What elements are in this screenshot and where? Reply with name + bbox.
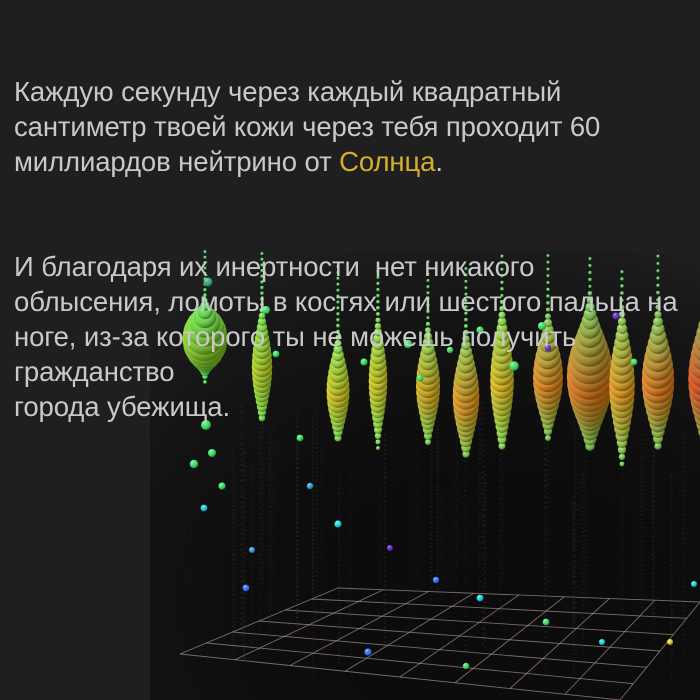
paragraph-1-terminator: . xyxy=(435,146,443,177)
sensor-string xyxy=(415,260,441,446)
sensor-string xyxy=(326,265,350,442)
sensor-string xyxy=(609,270,635,467)
paragraph-1-accent-word: Солнца xyxy=(339,146,436,177)
sensor-string xyxy=(641,250,675,450)
paragraph-1-text: Каждую секунду через каждый квадратный с… xyxy=(14,76,608,177)
detector-3d-plot xyxy=(179,250,700,700)
sensor-string xyxy=(490,254,514,450)
paragraph-2: И благодаря их инертности нет никакого о… xyxy=(14,251,678,422)
sensor-string xyxy=(368,269,388,450)
hit-charge-blobs xyxy=(182,250,700,670)
neutrino-event-visualization xyxy=(150,250,700,700)
perspective-grid-floor xyxy=(179,587,700,700)
paragraph-1: Каждую секунду через каждый квадратный с… xyxy=(14,74,686,179)
sensor-string xyxy=(688,320,700,437)
sensor-string xyxy=(532,250,564,441)
sensor-string xyxy=(251,252,273,422)
isolated-hits xyxy=(189,277,697,670)
sensor-string xyxy=(566,257,614,451)
sensor-string xyxy=(452,267,480,458)
sensor-string xyxy=(182,250,228,384)
